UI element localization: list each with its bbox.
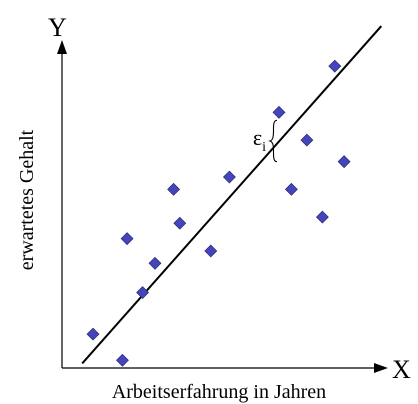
data-point-4 bbox=[136, 286, 150, 299]
data-point-13 bbox=[315, 210, 329, 224]
data-point-9 bbox=[222, 170, 236, 184]
x-axis-label: Arbeitserfahrung in Jahren bbox=[112, 381, 326, 403]
data-point-3 bbox=[120, 232, 134, 246]
regression-line bbox=[81, 25, 383, 365]
data-point-10 bbox=[272, 105, 286, 119]
data-point-15 bbox=[337, 155, 351, 169]
y-axis-letter: Y bbox=[48, 13, 67, 42]
y-axis-label: erwartetes Gehalt bbox=[16, 129, 38, 270]
residual-brace bbox=[268, 119, 278, 163]
data-point-8 bbox=[204, 244, 218, 258]
x-axis-arrowhead bbox=[374, 363, 388, 373]
data-point-5 bbox=[148, 256, 162, 270]
data-point-1 bbox=[86, 327, 100, 341]
residual-label: εi bbox=[253, 125, 266, 155]
data-point-11 bbox=[284, 182, 298, 196]
data-points bbox=[86, 59, 351, 367]
x-axis-letter: X bbox=[392, 355, 411, 384]
y-axis-arrowhead bbox=[57, 40, 67, 54]
data-point-14 bbox=[328, 59, 342, 73]
data-point-2 bbox=[116, 353, 129, 367]
data-point-12 bbox=[300, 133, 314, 147]
data-point-7 bbox=[173, 216, 187, 230]
data-point-6 bbox=[167, 182, 181, 196]
